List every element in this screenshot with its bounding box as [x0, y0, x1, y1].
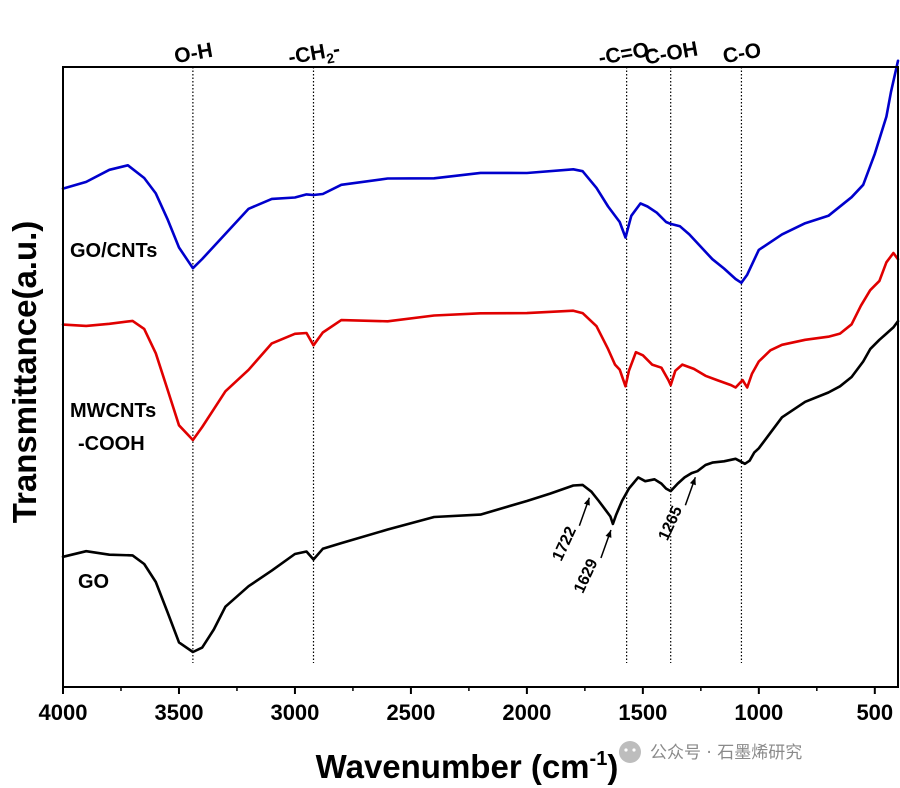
- x-tick-label-2500: 2500: [386, 700, 435, 725]
- series-label-go-cnts: GO/CNTs: [70, 240, 157, 262]
- series-labels: GO/CNTs MWCNTs -COOH GO: [70, 240, 157, 593]
- wechat-icon: [619, 741, 641, 763]
- x-axis-title: Wavenumber (cm-1): [316, 748, 619, 785]
- annotation-1629: 1629: [571, 529, 612, 596]
- reference-label-o-h: O-H: [173, 39, 215, 68]
- reference-line-labels: O-H -CH2- -C=O-C-OH C-O: [173, 37, 763, 70]
- series-line-go: [61, 319, 900, 654]
- series-label-go: GO: [78, 571, 109, 593]
- x-tick-label-4000: 4000: [39, 700, 88, 725]
- annotation-1722: 1722: [550, 497, 591, 564]
- x-axis-ticks: 4000 3500 3000 2500 2000 1500 1000 500: [39, 687, 893, 725]
- wechat-icon-eye-left: [624, 748, 628, 752]
- annotation-arrowhead-1265: [689, 477, 696, 486]
- series-label-cooh: -COOH: [78, 433, 145, 455]
- series-label-mwcnts: MWCNTs: [70, 400, 156, 422]
- x-tick-label-500: 500: [856, 700, 893, 725]
- x-tick-label-3000: 3000: [270, 700, 319, 725]
- series-line-mwcnts: [61, 251, 900, 442]
- annotation-label-1629: 1629: [571, 556, 601, 596]
- plot-content: [61, 59, 900, 663]
- x-tick-label-1500: 1500: [618, 700, 667, 725]
- annotation-arrowhead-1629: [605, 529, 612, 538]
- annotation-label-1265: 1265: [656, 504, 686, 544]
- wechat-icon-eye-right: [632, 748, 636, 752]
- x-tick-label-2000: 2000: [502, 700, 551, 725]
- watermark-text: 公众号 · 石墨烯研究: [650, 743, 802, 763]
- series-line-go-cnts: [61, 59, 900, 285]
- x-tick-label-1000: 1000: [734, 700, 783, 725]
- reference-label-c-o: C-O: [721, 39, 763, 68]
- plot-frame: [62, 66, 899, 688]
- y-axis-title: Transmittance(a.u.): [6, 221, 43, 524]
- watermark: 公众号 · 石墨烯研究: [619, 741, 802, 763]
- x-tick-label-3500: 3500: [154, 700, 203, 725]
- annotation-arrowhead-1722: [583, 497, 590, 506]
- annotation-label-1722: 1722: [550, 524, 580, 564]
